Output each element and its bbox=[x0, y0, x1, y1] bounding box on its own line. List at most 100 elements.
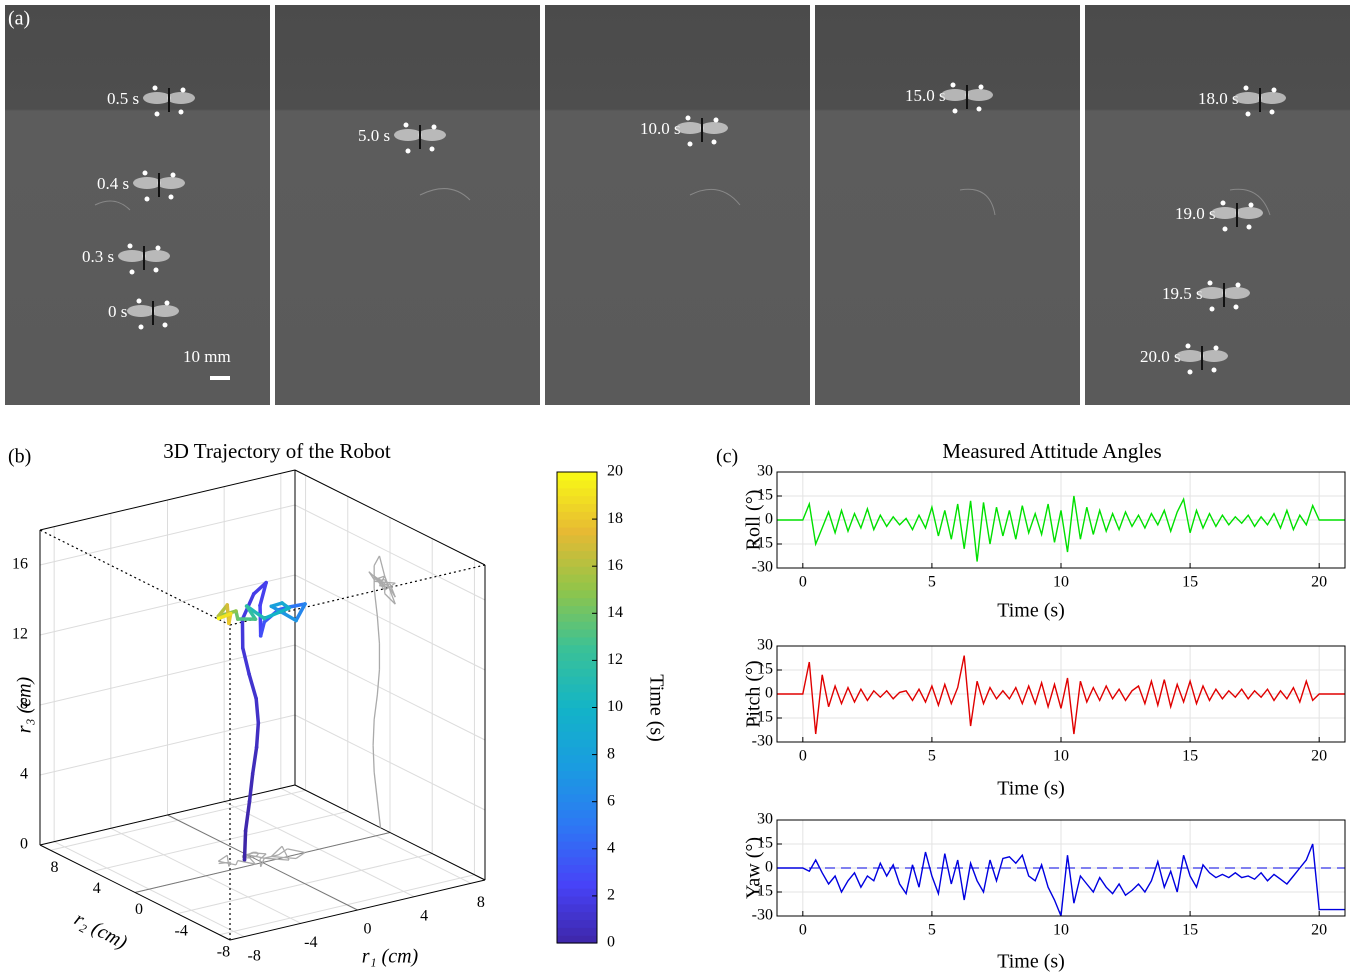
marker bbox=[403, 122, 409, 128]
marker bbox=[685, 115, 691, 121]
y-tick-label: 4 bbox=[93, 880, 101, 897]
box-edge bbox=[39, 469, 296, 531]
box-edge bbox=[229, 879, 486, 941]
floor-shadow bbox=[287, 848, 306, 854]
y-axis-title: Pitch (°) bbox=[743, 660, 765, 727]
robot-wing bbox=[167, 92, 195, 104]
y-tick-label: 0 bbox=[765, 685, 773, 702]
y-tick-label: 30 bbox=[757, 463, 773, 480]
colorbar-cell bbox=[557, 566, 597, 575]
trajectory-point bbox=[242, 857, 247, 862]
x-tick-label: 15 bbox=[1182, 922, 1198, 939]
tether bbox=[94, 188, 1271, 216]
marker bbox=[180, 87, 186, 93]
trajectory-segment bbox=[254, 721, 261, 749]
colorbar-cell bbox=[557, 574, 597, 583]
z-tick-label: 8 bbox=[20, 696, 28, 713]
x-tick-label: 5 bbox=[928, 748, 936, 765]
colorbar-cell bbox=[557, 597, 597, 607]
colorbar-cell bbox=[557, 519, 597, 528]
y-tick-label: 8 bbox=[51, 859, 59, 876]
trajectory-point bbox=[251, 592, 256, 596]
trajectory-segment bbox=[247, 771, 255, 804]
robot-wing bbox=[1176, 350, 1204, 362]
robot-wing bbox=[133, 177, 161, 189]
time-label: 0 s bbox=[108, 302, 127, 321]
marker bbox=[1222, 226, 1228, 232]
robot-wing bbox=[118, 250, 146, 262]
floor-shadow bbox=[295, 851, 306, 860]
colorbar-tick-label: 12 bbox=[607, 651, 623, 668]
colorbar-cell bbox=[557, 526, 597, 536]
wall-shadow bbox=[372, 745, 375, 773]
grid-line bbox=[294, 504, 486, 601]
colorbar-cell bbox=[557, 833, 597, 842]
trajectory-point bbox=[247, 672, 251, 676]
marker bbox=[144, 196, 150, 202]
colorbar-cell bbox=[557, 644, 597, 654]
robot-wing bbox=[157, 177, 185, 189]
wall-shadow bbox=[374, 580, 396, 584]
colorbar-cell bbox=[557, 495, 597, 504]
floor-shadow bbox=[246, 853, 265, 859]
robot-wing bbox=[676, 122, 704, 134]
x-tick-label: 15 bbox=[1182, 574, 1198, 591]
trajectory-point bbox=[303, 602, 307, 606]
colorbar-cell bbox=[557, 629, 597, 638]
robot-wing bbox=[1258, 92, 1286, 104]
y-tick-label: -15 bbox=[752, 535, 773, 552]
time-label: 15.0 s bbox=[905, 86, 946, 105]
floor-shadow bbox=[260, 857, 265, 868]
box-edge bbox=[294, 469, 486, 566]
robot-wing bbox=[151, 305, 179, 317]
marker bbox=[155, 245, 161, 251]
trajectory-segment bbox=[294, 602, 307, 623]
x-axis-title: r₁ (cm) bbox=[362, 946, 419, 968]
colorbar-cell bbox=[557, 793, 597, 803]
x-tick-label: 10 bbox=[1053, 922, 1069, 939]
z-tick-label: 16 bbox=[12, 556, 28, 573]
colorbar-cell bbox=[557, 786, 597, 795]
marker bbox=[1220, 200, 1226, 206]
marker bbox=[1211, 367, 1217, 373]
colorbar-tick-label: 2 bbox=[607, 887, 615, 904]
colorbar-cell bbox=[557, 479, 597, 489]
colorbar-cell bbox=[557, 856, 597, 866]
wall-shadow bbox=[373, 694, 378, 720]
wall-shadow bbox=[384, 582, 396, 591]
colorbar-cell bbox=[557, 613, 597, 622]
y-tick-label: 15 bbox=[757, 661, 773, 678]
floor-shadow bbox=[217, 854, 228, 862]
marker bbox=[429, 146, 435, 152]
colorbar-cell bbox=[557, 558, 597, 567]
trajectory-point bbox=[250, 771, 255, 776]
z-tick-label: 4 bbox=[20, 766, 28, 783]
colorbar-cell bbox=[557, 691, 597, 701]
grid-line bbox=[294, 714, 486, 811]
trajectory-point bbox=[280, 601, 284, 605]
trajectory-segment bbox=[241, 646, 251, 676]
trajectory-segment bbox=[247, 672, 258, 701]
marker bbox=[1213, 345, 1219, 351]
marker bbox=[152, 85, 158, 91]
floor-shadow bbox=[237, 859, 256, 865]
robot-wing bbox=[1200, 350, 1228, 362]
marker bbox=[431, 124, 437, 130]
photo-frame bbox=[815, 5, 1080, 405]
colorbar-cell bbox=[557, 550, 597, 559]
trajectory-point bbox=[227, 621, 231, 626]
y-tick-label: -30 bbox=[752, 559, 773, 576]
trajectory-point bbox=[244, 604, 249, 608]
trajectory-point bbox=[294, 618, 298, 623]
floor-shadow bbox=[235, 860, 239, 866]
time-label: 5.0 s bbox=[358, 126, 390, 145]
colorbar-tick-label: 14 bbox=[607, 604, 623, 621]
marker bbox=[1187, 369, 1193, 375]
marker bbox=[978, 84, 984, 90]
photo-panel bbox=[5, 5, 1350, 405]
floor-shadow bbox=[259, 853, 267, 860]
x-tick-label: 8 bbox=[477, 894, 485, 911]
colorbar-cell bbox=[557, 487, 597, 497]
wall-shadow bbox=[368, 571, 386, 588]
marker bbox=[142, 170, 148, 176]
